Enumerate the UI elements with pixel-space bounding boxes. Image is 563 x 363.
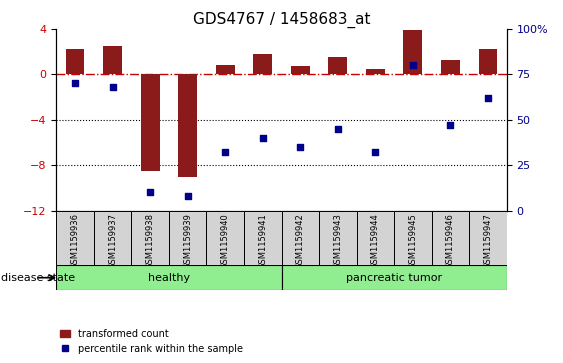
- Text: GSM1159939: GSM1159939: [183, 213, 192, 269]
- Bar: [253, 54, 272, 74]
- Text: pancreatic tumor: pancreatic tumor: [346, 273, 442, 283]
- Point: [258, 135, 267, 141]
- Text: GSM1159936: GSM1159936: [70, 213, 79, 269]
- Bar: [394, 211, 432, 265]
- Text: GSM1159943: GSM1159943: [333, 213, 342, 269]
- Bar: [282, 211, 319, 265]
- Bar: [66, 49, 84, 74]
- Bar: [328, 57, 347, 74]
- Bar: [56, 265, 282, 290]
- Bar: [441, 60, 460, 74]
- Bar: [319, 211, 356, 265]
- Bar: [216, 65, 235, 74]
- Text: GSM1159940: GSM1159940: [221, 213, 230, 269]
- Bar: [94, 211, 131, 265]
- Text: disease state: disease state: [1, 273, 75, 283]
- Bar: [469, 211, 507, 265]
- Point: [183, 193, 192, 199]
- Text: GSM1159941: GSM1159941: [258, 213, 267, 269]
- Point: [70, 81, 79, 86]
- Point: [446, 122, 455, 128]
- Bar: [169, 211, 207, 265]
- Bar: [479, 49, 497, 74]
- Title: GDS4767 / 1458683_at: GDS4767 / 1458683_at: [193, 12, 370, 28]
- Text: GSM1159942: GSM1159942: [296, 213, 305, 269]
- Text: GSM1159944: GSM1159944: [371, 213, 380, 269]
- Text: GSM1159938: GSM1159938: [146, 213, 155, 269]
- Text: GSM1159945: GSM1159945: [408, 213, 417, 269]
- Point: [296, 144, 305, 150]
- Bar: [356, 211, 394, 265]
- Point: [408, 62, 417, 68]
- Point: [333, 126, 342, 132]
- Bar: [131, 211, 169, 265]
- Point: [221, 150, 230, 155]
- Bar: [404, 30, 422, 74]
- Bar: [366, 69, 385, 74]
- Point: [108, 84, 117, 90]
- Bar: [291, 66, 310, 74]
- Bar: [141, 74, 159, 171]
- Bar: [244, 211, 282, 265]
- Text: healthy: healthy: [148, 273, 190, 283]
- Text: GSM1159946: GSM1159946: [446, 213, 455, 269]
- Point: [371, 150, 380, 155]
- Bar: [282, 265, 507, 290]
- Bar: [178, 74, 197, 176]
- Text: GSM1159947: GSM1159947: [484, 213, 493, 269]
- Bar: [56, 211, 94, 265]
- Legend: transformed count, percentile rank within the sample: transformed count, percentile rank withi…: [56, 325, 247, 358]
- Bar: [103, 46, 122, 74]
- Point: [146, 189, 155, 195]
- Text: GSM1159937: GSM1159937: [108, 213, 117, 269]
- Point: [484, 95, 493, 101]
- Bar: [207, 211, 244, 265]
- Bar: [432, 211, 469, 265]
